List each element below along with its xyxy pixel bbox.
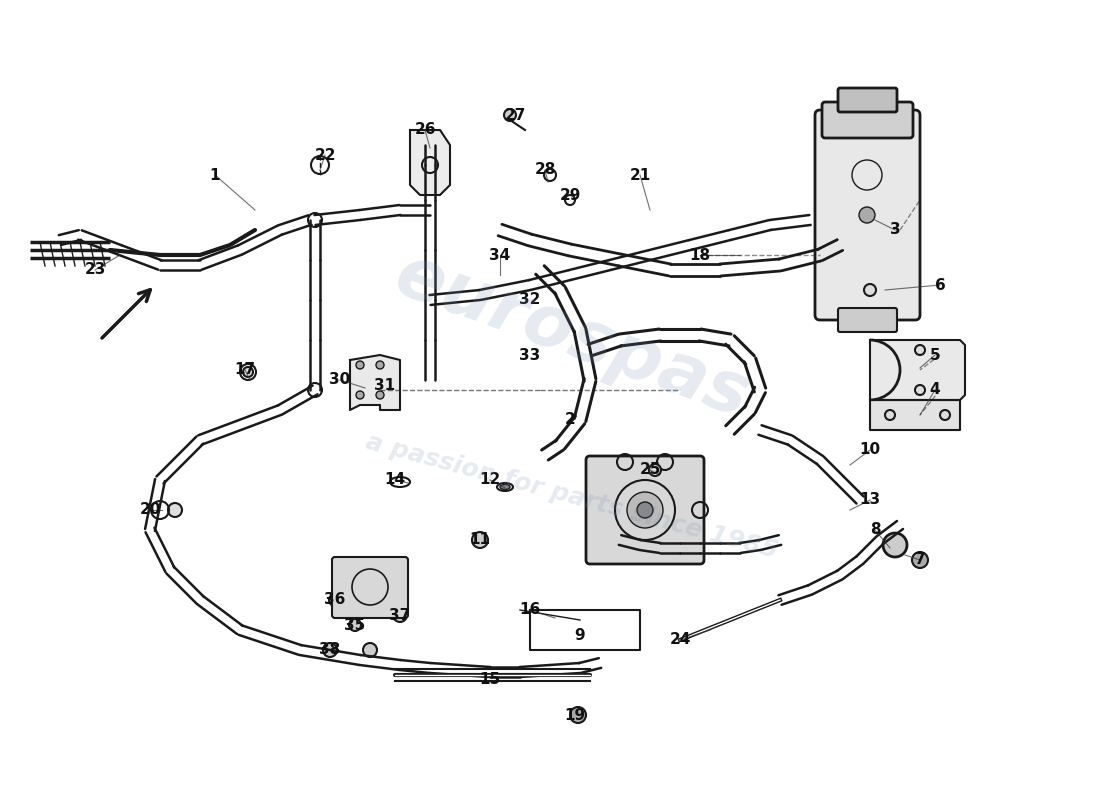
Circle shape xyxy=(363,643,377,657)
Text: 7: 7 xyxy=(915,553,925,567)
Circle shape xyxy=(940,410,950,420)
Text: 17: 17 xyxy=(234,362,255,378)
Text: 24: 24 xyxy=(669,633,691,647)
Text: 21: 21 xyxy=(629,167,650,182)
Text: 12: 12 xyxy=(480,473,501,487)
Text: 8: 8 xyxy=(870,522,880,538)
Text: 3: 3 xyxy=(890,222,900,238)
Circle shape xyxy=(912,552,928,568)
Circle shape xyxy=(886,410,895,420)
Polygon shape xyxy=(350,355,400,410)
Circle shape xyxy=(243,367,253,377)
Text: 38: 38 xyxy=(319,642,341,658)
Text: 37: 37 xyxy=(389,607,410,622)
Text: 29: 29 xyxy=(559,187,581,202)
Text: 6: 6 xyxy=(935,278,945,293)
Text: 31: 31 xyxy=(374,378,396,393)
Text: 33: 33 xyxy=(519,347,540,362)
Circle shape xyxy=(323,643,337,657)
Text: 13: 13 xyxy=(859,493,881,507)
Circle shape xyxy=(859,207,874,223)
Circle shape xyxy=(504,109,516,121)
Circle shape xyxy=(168,503,182,517)
Circle shape xyxy=(883,533,908,557)
Circle shape xyxy=(864,284,876,296)
Text: 4: 4 xyxy=(930,382,940,398)
Text: a passion for parts since 1985: a passion for parts since 1985 xyxy=(363,430,781,562)
FancyBboxPatch shape xyxy=(815,110,920,320)
Text: 30: 30 xyxy=(329,373,351,387)
Text: 2: 2 xyxy=(564,413,575,427)
Polygon shape xyxy=(870,400,960,430)
Circle shape xyxy=(329,594,341,606)
Text: 22: 22 xyxy=(315,147,336,162)
Circle shape xyxy=(376,361,384,369)
Text: 36: 36 xyxy=(324,593,345,607)
Polygon shape xyxy=(870,340,965,400)
FancyBboxPatch shape xyxy=(838,88,896,112)
FancyBboxPatch shape xyxy=(586,456,704,564)
Circle shape xyxy=(570,707,586,723)
Polygon shape xyxy=(410,130,450,195)
Circle shape xyxy=(472,532,488,548)
Text: 27: 27 xyxy=(504,107,526,122)
Text: 20: 20 xyxy=(140,502,161,518)
Text: 16: 16 xyxy=(519,602,540,618)
Circle shape xyxy=(356,361,364,369)
Text: 5: 5 xyxy=(930,347,940,362)
Circle shape xyxy=(915,385,925,395)
Text: 14: 14 xyxy=(384,473,406,487)
Text: 23: 23 xyxy=(85,262,106,278)
Text: 32: 32 xyxy=(519,293,541,307)
FancyBboxPatch shape xyxy=(332,557,408,618)
Text: 9: 9 xyxy=(574,627,585,642)
Text: 26: 26 xyxy=(415,122,436,138)
Text: eurospas: eurospas xyxy=(385,240,759,432)
Text: 15: 15 xyxy=(480,673,501,687)
Circle shape xyxy=(376,391,384,399)
Text: 25: 25 xyxy=(639,462,661,478)
Text: 19: 19 xyxy=(564,707,585,722)
Circle shape xyxy=(356,391,364,399)
Text: 11: 11 xyxy=(470,533,491,547)
Circle shape xyxy=(349,619,361,631)
Ellipse shape xyxy=(500,485,510,490)
Circle shape xyxy=(915,345,925,355)
FancyBboxPatch shape xyxy=(838,308,896,332)
FancyBboxPatch shape xyxy=(822,102,913,138)
Circle shape xyxy=(637,502,653,518)
Text: 28: 28 xyxy=(535,162,556,178)
Text: 10: 10 xyxy=(859,442,881,458)
Circle shape xyxy=(627,492,663,528)
Text: 1: 1 xyxy=(210,167,220,182)
Text: 35: 35 xyxy=(344,618,365,633)
Circle shape xyxy=(393,608,407,622)
Circle shape xyxy=(649,464,661,476)
Text: 34: 34 xyxy=(490,247,510,262)
Text: 18: 18 xyxy=(690,247,711,262)
